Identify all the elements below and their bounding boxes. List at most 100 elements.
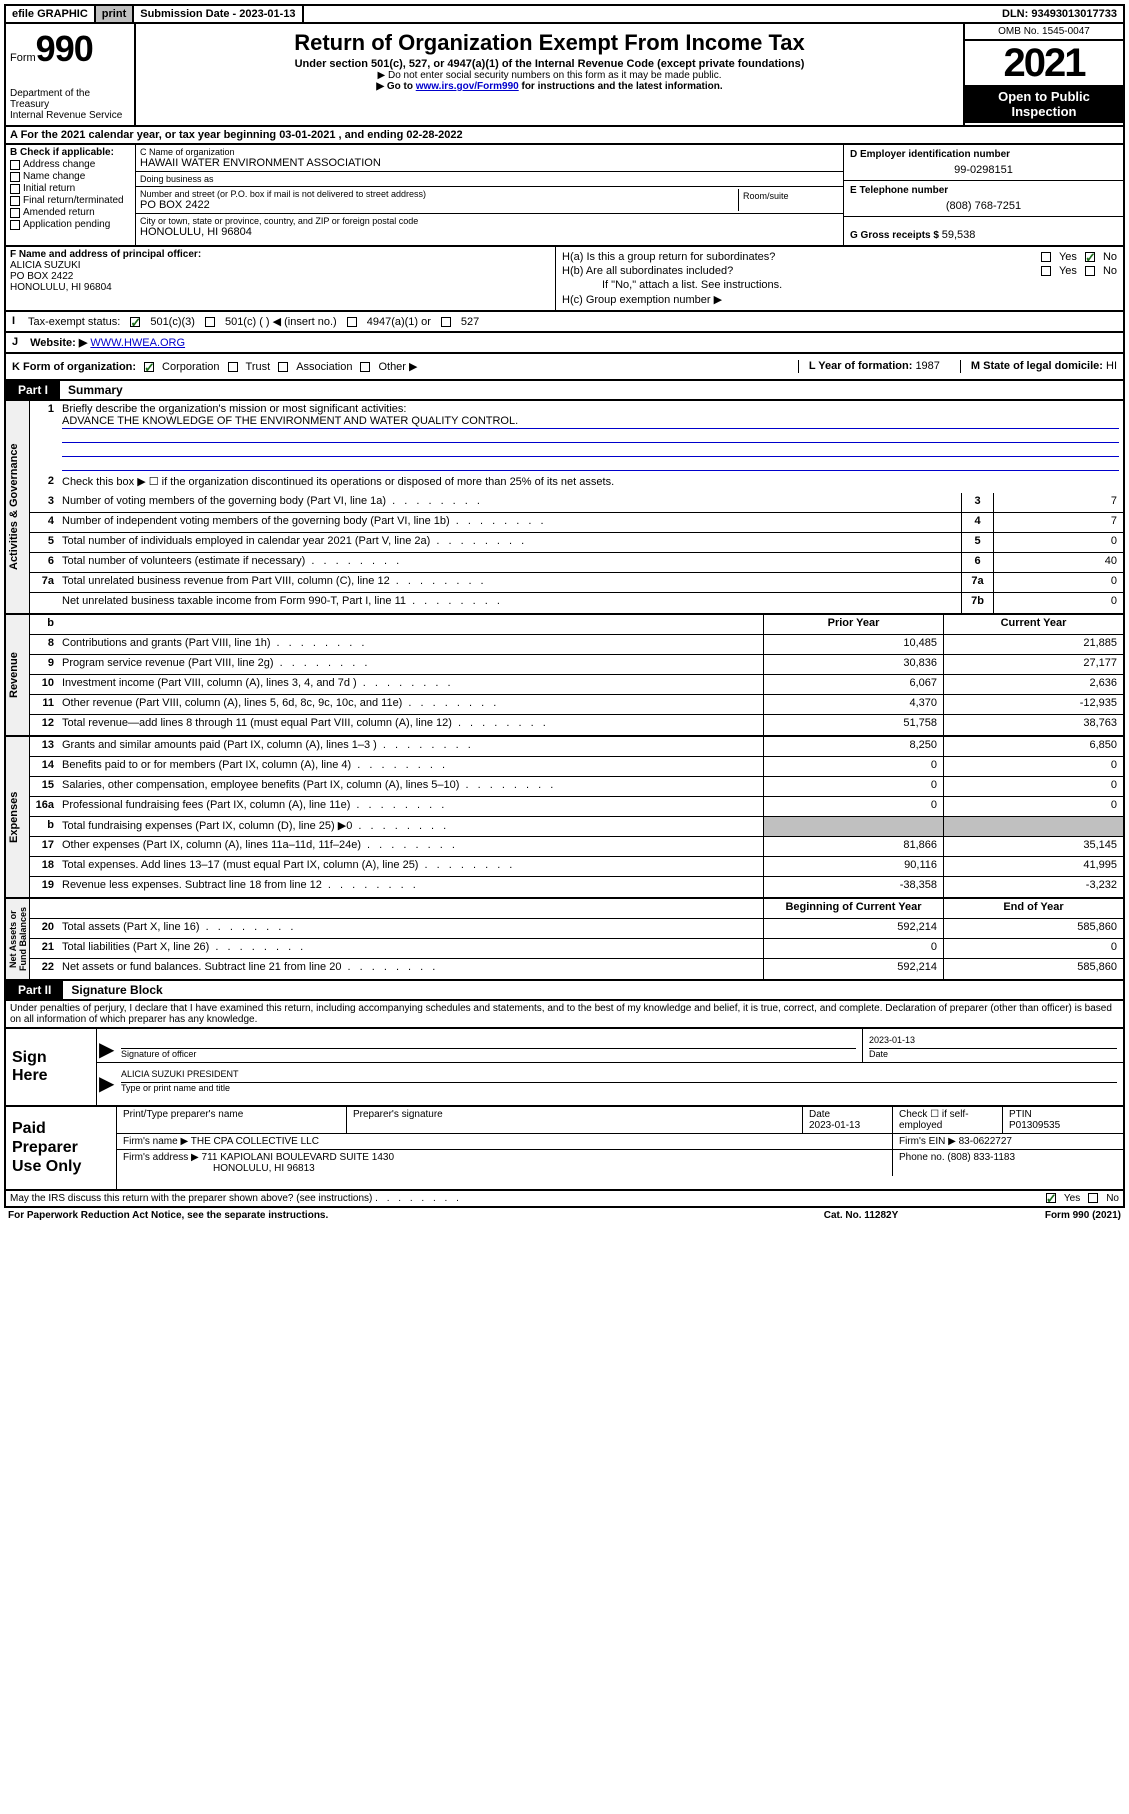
- row-j: J Website: ▶ WWW.HWEA.ORG: [4, 333, 1125, 354]
- summary-row: 9Program service revenue (Part VIII, lin…: [30, 655, 1123, 675]
- chk-name-change[interactable]: [10, 172, 20, 182]
- ptin-label: PTIN: [1009, 1109, 1117, 1120]
- chk-501c[interactable]: [205, 317, 215, 327]
- part1-label: Part I: [6, 381, 60, 399]
- line-number: 17: [30, 837, 58, 856]
- current-year-value: -12,935: [943, 695, 1123, 714]
- col-b-header: B Check if applicable:: [10, 147, 131, 158]
- summary-row: 18Total expenses. Add lines 13–17 (must …: [30, 857, 1123, 877]
- line-number: 16a: [30, 797, 58, 816]
- firm-phone: (808) 833-1183: [947, 1152, 1015, 1163]
- chk-final-return[interactable]: [10, 196, 20, 206]
- summary-row: 7aTotal unrelated business revenue from …: [30, 573, 1123, 593]
- mission-label: Briefly describe the organization's miss…: [62, 403, 406, 415]
- current-year-value: 0: [943, 939, 1123, 958]
- line-desc: Revenue less expenses. Subtract line 18 …: [58, 877, 763, 897]
- chk-initial-return[interactable]: [10, 184, 20, 194]
- typed-name-label: Type or print name and title: [121, 1083, 1117, 1093]
- topbar: efile GRAPHIC print Submission Date - 20…: [4, 4, 1125, 24]
- current-year-value: [943, 817, 1123, 836]
- city-label: City or town, state or province, country…: [140, 216, 839, 226]
- line-number: [30, 593, 58, 613]
- chk-other[interactable]: [360, 362, 370, 372]
- irs-link[interactable]: www.irs.gov/Form990: [416, 81, 519, 92]
- col-h: H(a) Is this a group return for subordin…: [556, 247, 1123, 310]
- firm-ein: 83-0622727: [959, 1136, 1012, 1147]
- line-number: b: [30, 817, 58, 836]
- entity-block: B Check if applicable: Address change Na…: [4, 145, 1125, 247]
- website-label: Website: ▶: [30, 337, 87, 349]
- mission-text: ADVANCE THE KNOWLEDGE OF THE ENVIRONMENT…: [62, 415, 1119, 429]
- arrow-icon: ▶: [97, 1063, 115, 1096]
- prior-year-value: 6,067: [763, 675, 943, 694]
- line-desc: Salaries, other compensation, employee b…: [58, 777, 763, 796]
- header-left: Form 990 Department of the Treasury Inte…: [6, 24, 136, 125]
- firm-addr-label: Firm's address ▶: [123, 1152, 202, 1163]
- chk-501c3[interactable]: [130, 317, 140, 327]
- chk-corporation[interactable]: [144, 362, 154, 372]
- addr-label: Number and street (or P.O. box if mail i…: [140, 189, 738, 199]
- line-number: 13: [30, 737, 58, 756]
- ha-no[interactable]: [1085, 252, 1095, 262]
- line-box-n: 3: [961, 493, 993, 512]
- current-year-value: 27,177: [943, 655, 1123, 674]
- pra-notice: For Paperwork Reduction Act Notice, see …: [8, 1210, 761, 1221]
- dept-label: Department of the Treasury: [10, 88, 130, 110]
- line-desc: Benefits paid to or for members (Part IX…: [58, 757, 763, 776]
- chk-association[interactable]: [278, 362, 288, 372]
- efile-label: efile GRAPHIC: [6, 6, 96, 22]
- header-right: OMB No. 1545-0047 2021 Open to Public In…: [963, 24, 1123, 125]
- officer-signature[interactable]: [121, 1031, 856, 1049]
- line-desc: Number of independent voting members of …: [58, 513, 961, 532]
- open-to-public: Open to Public Inspection: [965, 85, 1123, 123]
- suite-label: Room/suite: [743, 191, 835, 201]
- officer-name: ALICIA SUZUKI: [10, 260, 551, 271]
- line-number: 20: [30, 919, 58, 938]
- current-year-value: 585,860: [943, 919, 1123, 938]
- prior-year-value: 592,214: [763, 959, 943, 979]
- gross-value: 59,538: [942, 229, 976, 241]
- line-box-v: 40: [993, 553, 1123, 572]
- line-desc: Total expenses. Add lines 13–17 (must eq…: [58, 857, 763, 876]
- ha-label: H(a) Is this a group return for subordin…: [562, 251, 775, 263]
- summary-row: 8Contributions and grants (Part VIII, li…: [30, 635, 1123, 655]
- line-number: 3: [30, 493, 58, 512]
- form-footer: Form 990 (2021): [961, 1210, 1121, 1221]
- preparer-block: Paid Preparer Use Only Print/Type prepar…: [4, 1107, 1125, 1191]
- line-number: 4: [30, 513, 58, 532]
- firm-name: THE CPA COLLECTIVE LLC: [191, 1136, 319, 1147]
- part1-title: Summary: [60, 381, 131, 399]
- chk-application-pending[interactable]: [10, 220, 20, 230]
- hc-label: H(c) Group exemption number ▶: [562, 293, 1117, 306]
- col-f: F Name and address of principal officer:…: [6, 247, 556, 310]
- sig-date-label: Date: [869, 1049, 1117, 1059]
- chk-527[interactable]: [441, 317, 451, 327]
- chk-amended-return[interactable]: [10, 208, 20, 218]
- hb-yes[interactable]: [1041, 266, 1051, 276]
- chk-trust[interactable]: [228, 362, 238, 372]
- print-button[interactable]: print: [96, 6, 134, 22]
- prior-year-value: 0: [763, 757, 943, 776]
- firm-phone-label: Phone no.: [899, 1152, 947, 1163]
- chk-4947[interactable]: [347, 317, 357, 327]
- part2-title: Signature Block: [63, 981, 170, 999]
- summary-row: 15Salaries, other compensation, employee…: [30, 777, 1123, 797]
- discuss-no[interactable]: [1088, 1193, 1098, 1203]
- line-number: 7a: [30, 573, 58, 592]
- discuss-yes[interactable]: [1046, 1193, 1056, 1203]
- website-link[interactable]: WWW.HWEA.ORG: [90, 337, 185, 349]
- arrow-icon: ▶: [97, 1029, 115, 1062]
- summary-row: 19Revenue less expenses. Subtract line 1…: [30, 877, 1123, 897]
- chk-address-change[interactable]: [10, 160, 20, 170]
- ha-yes[interactable]: [1041, 252, 1051, 262]
- cat-no: Cat. No. 11282Y: [761, 1210, 961, 1221]
- domicile: HI: [1106, 360, 1117, 372]
- submission-date: Submission Date - 2023-01-13: [134, 6, 303, 22]
- line-number: 14: [30, 757, 58, 776]
- discuss-row: May the IRS discuss this return with the…: [4, 1191, 1125, 1208]
- hb-no[interactable]: [1085, 266, 1095, 276]
- current-year-value: 2,636: [943, 675, 1123, 694]
- line-number: 10: [30, 675, 58, 694]
- prep-name-label: Print/Type preparer's name: [123, 1109, 340, 1120]
- summary-row: 6Total number of volunteers (estimate if…: [30, 553, 1123, 573]
